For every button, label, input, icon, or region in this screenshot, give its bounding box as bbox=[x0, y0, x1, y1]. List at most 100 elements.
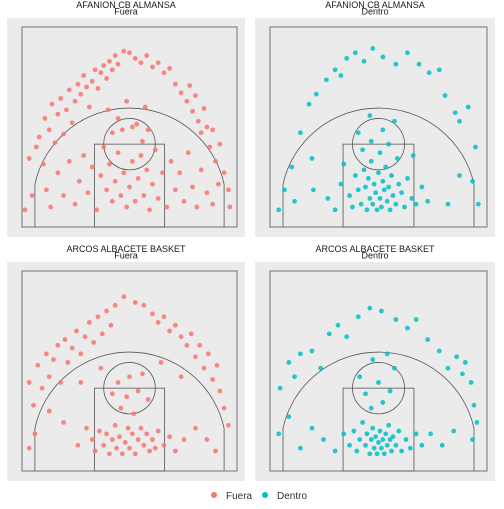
shot-point bbox=[62, 337, 68, 342]
shot-point bbox=[115, 61, 121, 67]
shot-point bbox=[204, 190, 210, 196]
shot-point bbox=[413, 431, 419, 437]
shot-point bbox=[46, 408, 52, 414]
shot-point bbox=[190, 184, 195, 190]
shot-point bbox=[109, 391, 115, 397]
legend: Fuera Dentro bbox=[211, 491, 307, 502]
shot-point bbox=[396, 181, 402, 187]
shot-point bbox=[227, 204, 233, 210]
shot-point bbox=[318, 365, 324, 371]
shot-point bbox=[109, 437, 115, 442]
shot-point bbox=[226, 422, 231, 428]
shot-point bbox=[217, 141, 223, 147]
panel-background bbox=[7, 262, 245, 481]
shot-point bbox=[344, 56, 350, 61]
shot-point bbox=[213, 158, 218, 164]
shot-point bbox=[399, 448, 405, 454]
shot-point bbox=[127, 184, 132, 190]
shot-point bbox=[380, 178, 386, 184]
shot-point bbox=[376, 170, 381, 176]
shot-point bbox=[292, 198, 297, 204]
shot-point bbox=[377, 196, 383, 201]
shot-point bbox=[86, 320, 92, 325]
paint-area bbox=[342, 143, 415, 228]
shot-point bbox=[367, 113, 373, 118]
panel-title: ARCOS ALBACETE BASKET bbox=[66, 244, 186, 254]
shot-point bbox=[407, 445, 413, 451]
shot-point bbox=[188, 331, 194, 337]
shot-point bbox=[161, 70, 167, 76]
shot-point bbox=[172, 322, 178, 328]
shot-point bbox=[451, 428, 457, 434]
shot-point bbox=[32, 431, 38, 437]
shot-point bbox=[184, 98, 190, 104]
shot-point bbox=[425, 198, 431, 204]
shot-point bbox=[363, 442, 368, 448]
shot-point bbox=[194, 204, 200, 210]
shot-point bbox=[61, 131, 66, 137]
shot-point bbox=[125, 425, 131, 431]
shot-point bbox=[66, 87, 72, 93]
shot-point bbox=[43, 351, 49, 357]
shot-point bbox=[207, 144, 213, 150]
shot-point bbox=[108, 322, 114, 328]
shot-point bbox=[352, 50, 358, 56]
shot-point bbox=[324, 77, 329, 83]
shot-point bbox=[135, 176, 141, 181]
shot-point bbox=[370, 425, 376, 431]
shot-point bbox=[392, 365, 397, 371]
shot-point bbox=[193, 93, 198, 98]
shot-point bbox=[204, 437, 210, 442]
shot-point bbox=[167, 328, 173, 334]
shot-point bbox=[22, 207, 28, 213]
shot-point bbox=[367, 451, 373, 457]
shot-point bbox=[210, 127, 216, 133]
shot-point bbox=[35, 362, 41, 368]
shot-point bbox=[89, 437, 95, 442]
shot-point bbox=[439, 442, 445, 448]
shot-point bbox=[380, 437, 386, 442]
shot-point bbox=[107, 451, 112, 457]
shot-point bbox=[204, 124, 210, 130]
shot-point bbox=[326, 331, 332, 337]
paint-area bbox=[93, 143, 166, 228]
shot-point bbox=[426, 70, 432, 76]
free-throw-circle bbox=[103, 118, 156, 171]
shot-point bbox=[419, 442, 425, 448]
shot-point bbox=[457, 118, 462, 124]
shot-point bbox=[82, 334, 88, 340]
shot-point bbox=[393, 201, 399, 207]
shot-point bbox=[95, 314, 101, 320]
shot-point bbox=[132, 198, 138, 204]
shot-point bbox=[158, 360, 164, 365]
shot-point bbox=[311, 187, 316, 193]
shot-point bbox=[378, 204, 384, 210]
shot-point bbox=[363, 391, 368, 397]
shot-point bbox=[364, 207, 370, 213]
shot-point bbox=[286, 360, 292, 365]
shot-point bbox=[355, 130, 361, 136]
shot-point bbox=[368, 158, 374, 164]
panel-title: AFANION CB ALMANSA bbox=[76, 0, 176, 10]
shot-point bbox=[361, 167, 367, 173]
shot-point bbox=[392, 118, 397, 124]
shot-point bbox=[413, 201, 419, 207]
shot-point bbox=[332, 207, 338, 213]
shot-point bbox=[201, 106, 207, 111]
shot-point bbox=[360, 147, 365, 153]
shot-point bbox=[26, 380, 32, 385]
legend-swatch-dentro bbox=[262, 492, 268, 498]
shot-point bbox=[355, 314, 361, 320]
shot-point bbox=[286, 414, 292, 420]
shot-point bbox=[161, 314, 167, 320]
shot-point bbox=[150, 437, 155, 442]
shot-point bbox=[89, 164, 95, 170]
shot-point bbox=[118, 193, 124, 198]
shot-point bbox=[217, 388, 223, 394]
shot-point bbox=[78, 91, 84, 97]
shot-point bbox=[390, 193, 396, 198]
panel-subtitle: Fuera bbox=[114, 251, 138, 261]
shot-point bbox=[357, 374, 363, 380]
shot-point bbox=[368, 437, 374, 442]
